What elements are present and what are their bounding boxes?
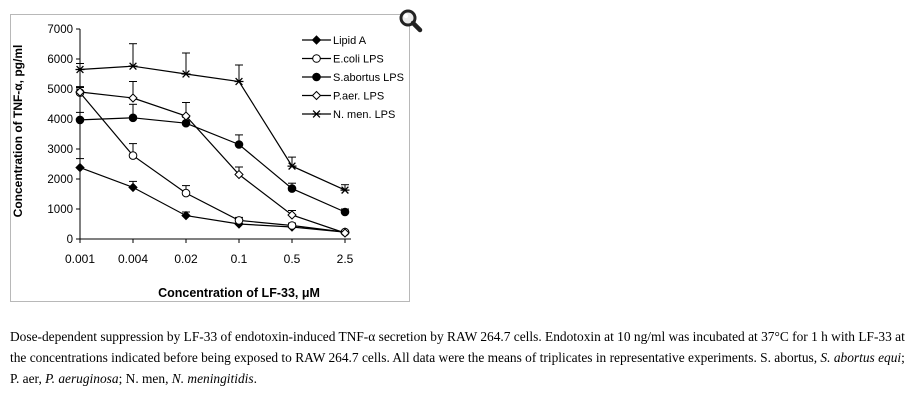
data-point <box>234 77 244 86</box>
y-tick-label: 7000 <box>47 24 73 36</box>
data-point <box>287 162 297 170</box>
data-point <box>128 151 138 160</box>
data-point <box>234 140 244 149</box>
data-point <box>287 210 297 220</box>
legend-item: S.abortus LPS <box>302 72 404 84</box>
data-point <box>340 228 350 238</box>
x-tick-label: 0.5 <box>284 252 301 266</box>
data-point <box>75 65 85 74</box>
legend-label: N. men. LPS <box>333 109 395 121</box>
series-n-men-lps <box>75 43 350 194</box>
legend-item: N. men. LPS <box>302 109 395 121</box>
data-point <box>340 207 350 217</box>
data-point <box>75 162 85 173</box>
series-e-coli-lps <box>75 86 350 237</box>
series-lipid-a <box>75 158 350 237</box>
series-line <box>79 65 346 191</box>
data-point <box>128 182 138 193</box>
y-tick-label: 0 <box>67 234 73 246</box>
data-point <box>181 210 191 221</box>
legend-item: P.aer. LPS <box>302 91 384 103</box>
caption-species-sabortus: S. abortus equi <box>820 350 902 365</box>
figure-caption: Dose-dependent suppression by LF-33 of e… <box>10 326 905 389</box>
y-tick-label: 2000 <box>47 174 73 186</box>
legend-marker <box>312 54 321 63</box>
x-tick-label: 0.004 <box>118 252 148 266</box>
data-point <box>287 221 297 230</box>
series-line <box>79 92 346 233</box>
data-point <box>75 87 85 97</box>
legend: Lipid A E.coli LPS S.abortus LPS P.aer. LPS… <box>302 35 404 121</box>
y-axis-label: Concentration of TNF-α, pg/ml <box>11 45 25 218</box>
data-point <box>128 113 138 123</box>
data-point <box>128 62 138 71</box>
y-tick-label: 6000 <box>47 54 73 66</box>
caption-text: . <box>253 371 257 386</box>
legend-label: E.coli LPS <box>333 54 384 66</box>
caption-species-paer: P. aeruginosa <box>45 371 119 386</box>
figure-frame: 0 1000 2000 3000 4000 5000 6000 7000 0.001 0.004 0… <box>10 14 410 302</box>
caption-text: ; P. aer, <box>10 350 905 386</box>
caption-text: Dose-dependent suppression by LF-33 of e… <box>10 329 905 365</box>
series-s-abortus-lps <box>75 103 350 217</box>
legend-marker <box>311 90 322 101</box>
data-point <box>234 216 244 225</box>
legend-marker <box>312 72 321 82</box>
axes: 0 1000 2000 3000 4000 5000 6000 7000 0.001 0.004 0… <box>47 24 353 266</box>
magnifier-zoom-icon[interactable] <box>398 8 424 34</box>
data-point <box>340 186 350 194</box>
data-point <box>128 93 138 103</box>
x-tick-label: 0.02 <box>174 252 198 266</box>
legend-label: S.abortus LPS <box>333 72 404 84</box>
data-point <box>181 70 191 78</box>
x-tick-label: 2.5 <box>337 252 354 266</box>
series-line <box>79 91 346 234</box>
legend-marker <box>311 35 322 45</box>
series-line <box>79 167 346 233</box>
legend-label: Lipid A <box>333 35 367 47</box>
y-tick-label: 4000 <box>47 114 73 126</box>
x-tick-label: 0.1 <box>231 252 248 266</box>
series-group <box>75 43 350 238</box>
caption-species-nmen: N. meningitidis <box>171 371 254 386</box>
data-point <box>181 188 191 198</box>
line-chart: 0 1000 2000 3000 4000 5000 6000 7000 0.001 0.004 0… <box>11 24 404 300</box>
y-tick-label: 3000 <box>47 144 73 156</box>
series-line <box>79 117 346 213</box>
data-point <box>75 115 85 125</box>
y-tick-label: 5000 <box>47 84 73 96</box>
x-tick-label: 0.001 <box>65 252 95 266</box>
data-point <box>287 184 297 193</box>
legend-label: P.aer. LPS <box>333 91 384 103</box>
legend-item: Lipid A <box>302 35 367 47</box>
data-point <box>181 111 191 121</box>
legend-item: E.coli LPS <box>302 54 384 66</box>
y-tick-label: 1000 <box>47 204 73 216</box>
series-p-aer-lps <box>75 81 350 238</box>
data-point <box>234 169 244 180</box>
x-axis-label: Concentration of LF-33, μM <box>158 286 320 300</box>
legend-marker <box>312 110 321 118</box>
caption-text: ; N. men, <box>118 371 172 386</box>
